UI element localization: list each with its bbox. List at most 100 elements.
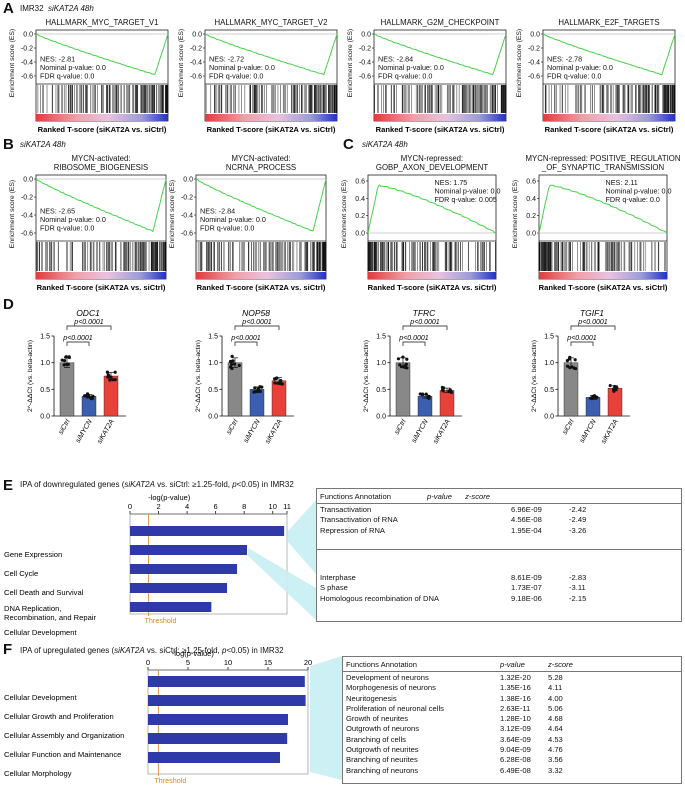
category-label: siCtrl	[58, 418, 72, 436]
table-row: Repression of RNA 1.95E-04 -3.26	[317, 526, 612, 536]
annotation-cell: Homologous recombination of DNA	[320, 593, 440, 603]
p-value-label: p<0.0001	[566, 335, 596, 342]
annotation-cell: Outgrowth of neurites	[346, 745, 419, 755]
y-tick-label: 0.2	[526, 213, 536, 220]
category-label: Cellular Assembly and Organization	[4, 731, 124, 740]
y-tick-label: 1.0	[40, 360, 50, 367]
data-point	[441, 389, 445, 393]
significance-bracket	[570, 341, 594, 346]
table-header-annotation: Functions Annotation	[320, 492, 391, 501]
gsea-title: MYCN-activated:	[72, 154, 131, 163]
pvalue-cell: 3.12E-09	[500, 724, 531, 734]
y-tick-label: 1.0	[208, 360, 218, 367]
gsea-plot-a-4: HALLMARK_E2F_TARGETS 0.0 -0.2 -0.4 -0.6 Enric…	[516, 18, 676, 134]
y-tick-label: 0.2	[355, 213, 365, 220]
annotation-cell: Development of neurons	[346, 673, 429, 682]
data-point	[590, 397, 594, 401]
x-tick-label: 15	[264, 658, 272, 667]
data-point	[567, 357, 571, 361]
gsea-title: MYCN-repressed:	[401, 154, 463, 163]
y-axis-label: Enrichment score (ES)	[169, 180, 176, 248]
table-row: Branching of neurons 6.49E-08 3.32	[343, 766, 583, 776]
y-tick-label: 0.4	[526, 196, 536, 203]
gsea-title: MYCN-activated:	[232, 154, 291, 163]
data-point	[111, 378, 115, 382]
data-point	[64, 355, 68, 359]
bar-sikat2a	[439, 390, 455, 417]
ipa-bar	[148, 752, 280, 763]
panel-letter-a: A	[3, 0, 14, 17]
p-value-label: p<0.0001	[409, 319, 439, 326]
x-tick-label: 4	[185, 502, 189, 511]
zscore-cell: 4.53	[548, 734, 563, 744]
y-tick-label: -0.4	[21, 60, 33, 67]
table-row: Homologous recombination of DNA 9.18E-06 -…	[317, 594, 612, 604]
table-row: Transactivation 6.96E-09 -2.42	[317, 505, 612, 515]
category-label: Cellular Growth and Proliferation	[4, 712, 114, 721]
gsea-stat: NES: 2.11	[606, 178, 638, 187]
y-tick-label: -0.2	[21, 46, 33, 53]
qpcr-chart-nop58: NOP58 0.0 0.5 1.0 1.5 2^-ΔΔCt (vs. beta-actin…	[195, 308, 294, 445]
x-axis-label: Ranked T-score (siKAT2A vs. siCtrl)	[197, 283, 326, 292]
gsea-stat: NES: 1.75	[435, 178, 468, 187]
panel-letter-c: C	[343, 136, 354, 153]
rank-heatstrip	[374, 114, 506, 121]
data-point	[237, 363, 241, 368]
x-tick-label: 2	[156, 502, 160, 511]
category-label: siMYCN	[75, 418, 94, 445]
table-row: Neuritogenesis 1.38E-16 4.00	[343, 694, 583, 704]
y-tick-label: -0.4	[190, 60, 202, 67]
x-tick-label: 0	[146, 658, 150, 667]
rank-heatstrip	[368, 272, 496, 279]
y-axis-label: Enrichment score (ES)	[341, 180, 348, 248]
significance-bracket	[402, 325, 448, 330]
bar-simycn	[249, 389, 265, 417]
x-tick-label: 6	[214, 502, 218, 511]
panel-letter-b: B	[3, 136, 14, 153]
zscore-cell: -2.15	[569, 593, 587, 603]
gsea-title: _OF_SYNAPTIC_TRANSMISSION	[541, 163, 664, 172]
p-value-label: p<0.0001	[230, 335, 260, 342]
y-tick-label: 1.5	[208, 334, 218, 341]
y-tick-label: 0.0	[530, 32, 540, 39]
pvalue-cell: 1.32E-20	[500, 673, 531, 682]
category-label: siCtrl	[394, 418, 408, 436]
pvalue-cell: 8.61E-09	[511, 573, 542, 582]
y-tick-label: 1.0	[376, 360, 386, 367]
zscore-cell: 5.06	[548, 703, 563, 713]
data-point	[67, 355, 71, 360]
annotation-cell: Branching of neurites	[346, 755, 418, 765]
data-point	[448, 388, 452, 392]
gsea-stat: NES: -2.65	[40, 206, 75, 215]
data-point	[105, 370, 109, 374]
category-label: siMYCN	[411, 418, 430, 445]
rank-heatstrip	[36, 114, 168, 121]
y-tick-label: 0.0	[23, 177, 33, 184]
gsea-plot-c-1: MYCN-repressed:GOBP_AXON_DEVELOPMENT 0.6 0…	[341, 154, 500, 292]
y-tick-label: 1.5	[376, 334, 386, 341]
data-point	[258, 385, 262, 389]
panelE-hbar-svg: -log(p-value) 0 2 4 6 8 10 11 Threshold Gene Expr…	[4, 493, 291, 637]
pvalue-cell: 1.28E-10	[500, 714, 531, 724]
es-curve	[367, 184, 497, 234]
panelF-hbar-svg: -log(p-value) 0 5 10 15 20 Threshold Cellular D…	[4, 649, 312, 785]
gsea-plot-a-2: HALLMARK_MYC_TARGET_V2 0.0 -0.2 -0.4 -0.6 Enr…	[178, 18, 338, 134]
x-axis-label: Ranked T-score (siKAT2A vs. siCtrl)	[539, 283, 668, 292]
zscore-cell: -2.83	[569, 573, 587, 582]
annotation-cell: Transactivation	[320, 505, 372, 514]
category-label: Cellular Morphology	[4, 769, 72, 778]
gsea-stat: FDR q-value: 0.005	[435, 195, 497, 204]
x-tick-label: 8	[242, 502, 246, 511]
gene-title: TFRC	[413, 308, 437, 318]
table-row: Transactivation of RNA 4.56E-08 -2.49	[317, 515, 612, 525]
zscore-cell: -2.42	[569, 505, 587, 514]
y-tick-label: -0.4	[21, 213, 33, 220]
data-point	[62, 363, 66, 367]
significance-bracket	[234, 341, 258, 346]
data-point	[405, 366, 409, 370]
table-row: Development of neurons 1.32E-20 5.28	[343, 673, 583, 683]
es-curve	[373, 33, 507, 75]
annotation-cell: Repression of RNA	[320, 525, 385, 535]
panel-f-title: IPA of upregulated genes (siKAT2A vs. si…	[20, 646, 284, 655]
x-axis-label: Ranked T-score (siKAT2A vs. siCtrl)	[38, 125, 167, 134]
